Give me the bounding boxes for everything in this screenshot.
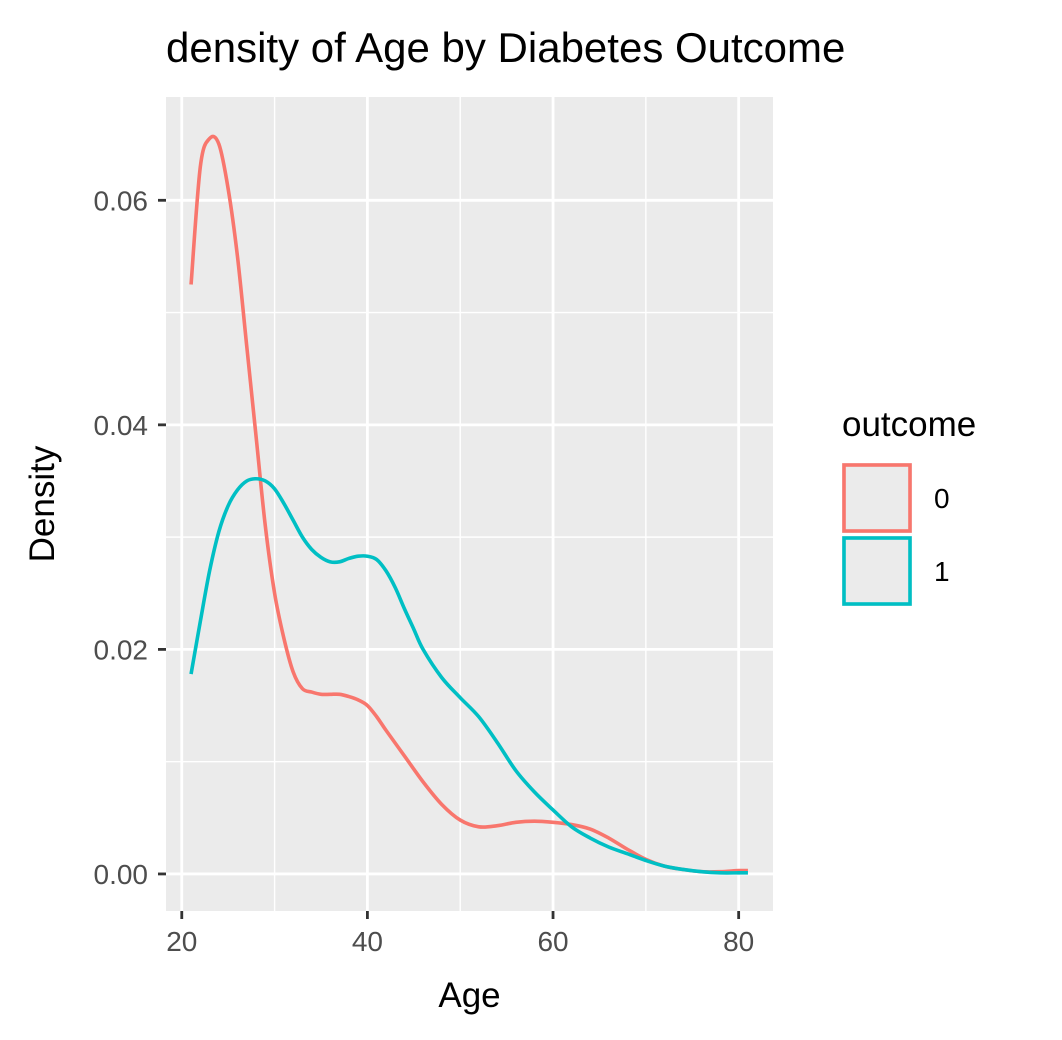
x-tick-label: 80 (723, 926, 754, 957)
x-tick-label: 40 (352, 926, 383, 957)
x-tick-label: 60 (537, 926, 568, 957)
legend-item-1: 1 (842, 536, 950, 606)
series-line-outcome-0 (189, 134, 748, 874)
legend-items: 01 (842, 463, 950, 606)
legend-label: 1 (934, 556, 950, 587)
plot-panel (166, 97, 773, 911)
chart-title: density of Age by Diabetes Outcome (166, 24, 845, 71)
legend-item-0: 0 (842, 463, 950, 533)
series-line-outcome-1 (189, 476, 748, 875)
y-tick-label: 0.04 (94, 410, 149, 441)
y-tick-label: 0.00 (94, 859, 149, 890)
x-axis: 20 40 60 80 (166, 911, 754, 957)
x-axis-title: Age (438, 976, 500, 1015)
legend-label: 0 (934, 483, 950, 514)
legend-key-background (842, 463, 912, 533)
grid-major (166, 97, 773, 911)
y-tick-label: 0.02 (94, 634, 149, 665)
y-tick-label: 0.06 (94, 185, 149, 216)
legend-key-background (842, 536, 912, 606)
legend-title: outcome (842, 405, 976, 444)
legend-key-swatch (842, 463, 912, 533)
y-axis-title: Density (23, 445, 62, 562)
x-tick-label: 20 (166, 926, 197, 957)
series-layer (189, 134, 748, 875)
y-axis: 0.00 0.02 0.04 0.06 (94, 185, 166, 890)
legend-key-swatch (842, 536, 912, 606)
legend: outcome 01 (842, 405, 976, 606)
